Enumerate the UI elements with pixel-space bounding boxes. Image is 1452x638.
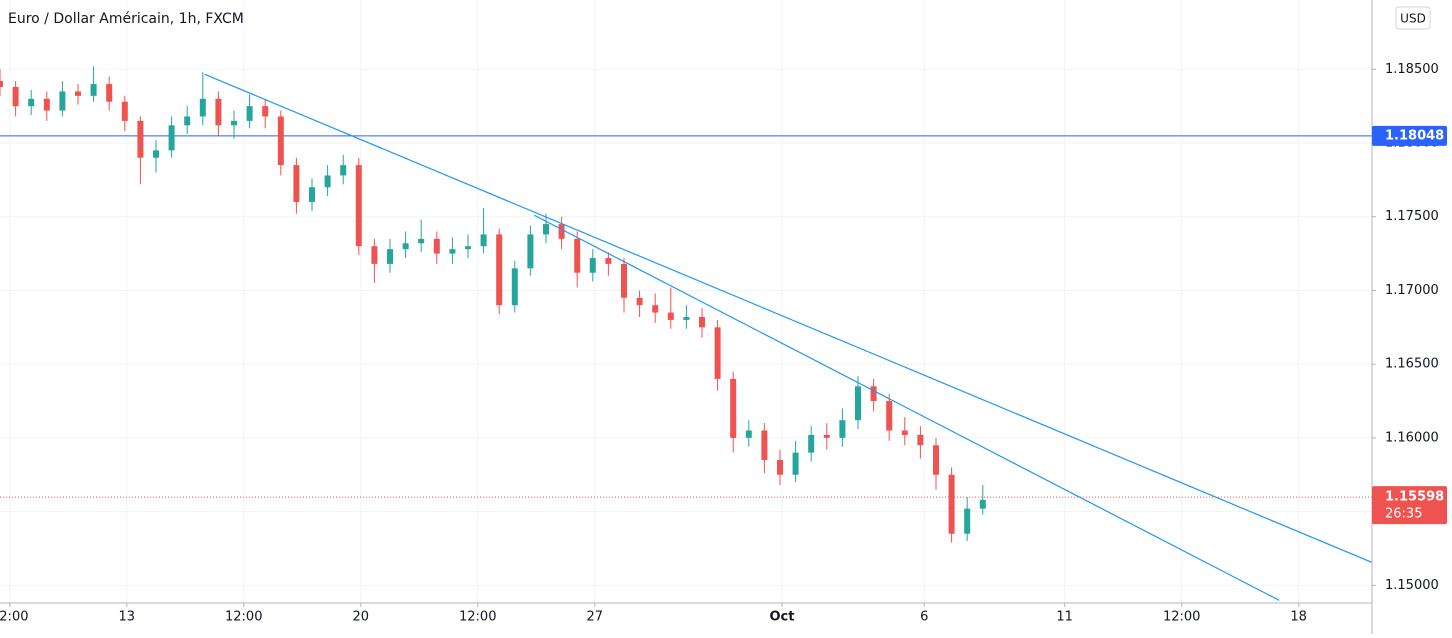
candle-body (620, 263, 627, 298)
x-tick-label: 12:00 (225, 610, 262, 625)
candle-body (589, 258, 596, 273)
candle-body (324, 175, 331, 188)
candle-body (683, 316, 690, 320)
y-tick-label: 1.17500 (1385, 209, 1439, 224)
candle-body (152, 150, 159, 158)
candle-body (184, 116, 191, 126)
candle-body (90, 84, 97, 96)
candle-body (262, 106, 269, 117)
candle-body (854, 386, 861, 421)
currency-label: USD (1400, 12, 1426, 26)
last-price-label: 1.15598 (1385, 490, 1444, 505)
chart-title: Euro / Dollar Américain, 1h, FXCM (8, 11, 244, 27)
candle-body (901, 430, 908, 435)
candle-body (948, 474, 955, 534)
candle-body (558, 224, 565, 239)
x-tick-label: 11 (1056, 610, 1073, 625)
candle-body (574, 238, 581, 273)
candle-body (215, 98, 222, 126)
candle-body (74, 91, 81, 96)
candle-body (199, 98, 206, 117)
candle-body (340, 165, 347, 176)
candle-body (698, 316, 705, 328)
candle-body (917, 434, 924, 446)
candle-body (667, 312, 674, 320)
hline-tag (1372, 125, 1447, 146)
candle-body (246, 106, 253, 121)
candle-body (355, 165, 362, 247)
candle-body (449, 249, 456, 254)
candle-body (277, 116, 284, 166)
candle-body (636, 297, 643, 306)
last-price-tag (1372, 486, 1447, 525)
y-tick-label: 1.15000 (1385, 578, 1439, 593)
candle-body (464, 246, 471, 250)
candle-body (792, 452, 799, 475)
candle-body (59, 91, 66, 111)
candle-body (28, 98, 35, 107)
candle-body (605, 258, 612, 264)
candle-body (12, 86, 19, 107)
candle-body (714, 327, 721, 379)
candle-body (932, 445, 939, 475)
x-tick-label: 27 (586, 610, 603, 625)
x-tick-label: 12:00 (459, 610, 496, 625)
y-tick-label: 1.16000 (1385, 430, 1439, 445)
candle-body (386, 249, 393, 264)
candle-body (293, 165, 300, 202)
hline-tag-label: 1.18048 (1385, 128, 1444, 143)
candle-body (0, 81, 3, 87)
x-tick-label: 12:00 (1163, 610, 1200, 625)
candle-body (230, 120, 237, 126)
x-tick-label: 18 (1290, 610, 1307, 625)
plot-area (0, 66, 1372, 601)
x-tick-label: 6 (920, 610, 928, 625)
y-tick-label: 1.17000 (1385, 283, 1439, 298)
y-tick-label: 1.18500 (1385, 62, 1439, 77)
candle-body (168, 125, 175, 151)
trend-line (534, 214, 1280, 601)
currency-button[interactable] (1395, 6, 1431, 30)
candle-body (43, 98, 50, 111)
candle-body (776, 459, 783, 475)
candle-body (106, 84, 113, 102)
grid (0, 0, 1372, 603)
candle-body (121, 101, 128, 121)
x-tick-label: 13 (118, 610, 135, 625)
candle-body (137, 120, 144, 158)
candle-body (402, 243, 409, 250)
candle-body (730, 378, 737, 438)
trend-line (204, 73, 1372, 564)
candle-body (870, 386, 877, 402)
candle-body (886, 401, 893, 431)
candle-body (527, 234, 534, 269)
candle-body (839, 420, 846, 438)
candle-body (433, 238, 440, 254)
candle-body (418, 238, 425, 244)
candle-body (511, 268, 518, 306)
candle-body (979, 499, 986, 509)
y-tick-label: 1.16500 (1385, 357, 1439, 372)
x-tick-label: 20 (352, 610, 369, 625)
x-tick-label: 12:00 (0, 610, 28, 625)
axes: 1.150001.155001.160001.165001.170001.175… (0, 62, 1447, 625)
candle-body (823, 434, 830, 438)
candle-body (745, 430, 752, 438)
candle-body (542, 224, 549, 235)
candle-body (761, 430, 768, 460)
candle-body (964, 508, 971, 534)
x-tick-label: Oct (769, 610, 794, 625)
countdown-label: 26:35 (1385, 507, 1422, 522)
candle-body (480, 234, 487, 247)
candle-body (652, 305, 659, 313)
candle-body (808, 434, 815, 453)
candle-body (496, 234, 503, 306)
candle-body (371, 246, 378, 264)
candle-body (308, 187, 315, 202)
